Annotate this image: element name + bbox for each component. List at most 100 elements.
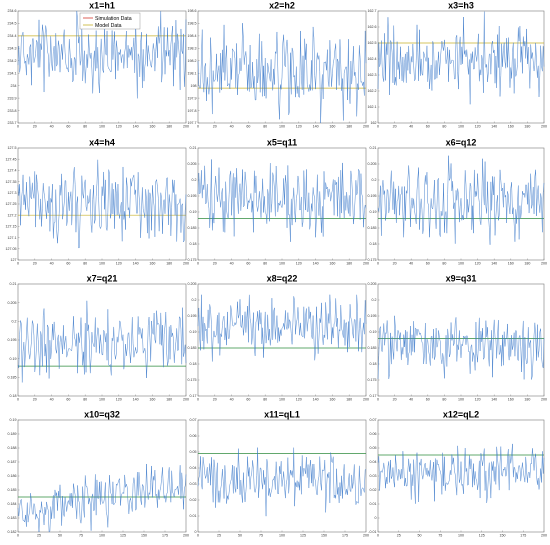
x-tick-label: 25 — [397, 534, 401, 538]
x-tick-label: 160 — [508, 262, 514, 266]
x-tick-label: 80 — [442, 398, 446, 402]
x-tick-label: 40 — [50, 125, 54, 129]
y-tick-label: 0.186 — [8, 474, 17, 478]
x-tick-label: 120 — [475, 125, 481, 129]
y-tick-label: 0.19 — [190, 330, 197, 334]
x-tick-label: 140 — [133, 125, 139, 129]
y-tick-label: 234.5 — [8, 22, 17, 26]
axes-frame — [377, 10, 545, 124]
chart-title: x12=qL2 — [443, 410, 479, 420]
y-tick-label: 0.21 — [10, 282, 17, 286]
x-tick-label: 180 — [166, 125, 172, 129]
x-tick-label: 75 — [438, 534, 442, 538]
x-tick-label: 140 — [313, 262, 319, 266]
y-tick-label: 0.02 — [190, 498, 197, 502]
x-tick-label: 40 — [409, 398, 413, 402]
x-tick-label: 125 — [479, 534, 485, 538]
y-tick-label: 0.2 — [372, 178, 377, 182]
x-tick-label: 50 — [238, 534, 242, 538]
x-tick-label: 100 — [458, 262, 464, 266]
x-tick-label: 100 — [458, 534, 464, 538]
x-tick-label: 80 — [83, 125, 87, 129]
simulation-data-line — [377, 315, 545, 380]
chart-title: x3=h3 — [448, 1, 474, 11]
x-tick-label: 20 — [33, 262, 37, 266]
chart-panel: x11=qL1 0 25 50 75 100 125 150 175 200 0 0.01 0.02 0.… — [190, 410, 370, 538]
y-tick-label: 0.06 — [190, 434, 197, 438]
y-tick-label: 0.19 — [10, 357, 17, 361]
x-tick-label: 200 — [363, 534, 369, 538]
x-tick-label: 140 — [313, 398, 319, 402]
axes-frame — [197, 419, 367, 533]
x-tick-label: 60 — [426, 398, 430, 402]
y-tick-label: 0.185 — [8, 488, 17, 492]
y-tick-label: 127.25 — [6, 202, 17, 206]
legend: Simulation Data Model Data — [79, 12, 141, 30]
y-tick-label: 0.18 — [190, 362, 197, 366]
x-tick-label: 50 — [418, 534, 422, 538]
chart-panel: x7=q21 0 20 40 60 80 100 120 140 160 180 200 0.18 0.1… — [8, 274, 190, 402]
x-tick-label: 60 — [66, 398, 70, 402]
x-tick-label: 160 — [329, 398, 335, 402]
x-tick-label: 20 — [213, 398, 217, 402]
x-tick-label: 75 — [259, 534, 263, 538]
x-tick-label: 140 — [491, 262, 497, 266]
x-tick-label: 0 — [197, 398, 199, 402]
x-tick-label: 40 — [50, 262, 54, 266]
axes-frame — [197, 10, 367, 124]
x-tick-label: 100 — [279, 534, 285, 538]
y-tick-label: 0.205 — [188, 282, 197, 286]
y-tick-label: 233.7 — [8, 121, 17, 125]
y-tick-label: 0.185 — [368, 346, 377, 350]
y-tick-label: 0.19 — [190, 210, 197, 214]
x-tick-label: 0 — [17, 534, 19, 538]
chart-title: x2=h2 — [269, 1, 295, 11]
y-tick-label: 0.182 — [8, 530, 17, 534]
x-tick-label: 0 — [197, 125, 199, 129]
axes-frame — [197, 283, 367, 397]
x-tick-label: 100 — [458, 125, 464, 129]
y-tick-label: 0.2 — [372, 298, 377, 302]
x-tick-label: 180 — [346, 262, 352, 266]
y-tick-label: 0.04 — [190, 466, 197, 470]
y-tick-label: 0 — [195, 530, 197, 534]
y-tick-label: 127.05 — [6, 247, 17, 251]
y-tick-label: 198.3 — [188, 47, 197, 51]
x-tick-label: 160 — [329, 125, 335, 129]
y-tick-label: 0.05 — [190, 450, 197, 454]
x-tick-label: 20 — [393, 262, 397, 266]
x-tick-label: 100 — [99, 398, 105, 402]
x-tick-label: 125 — [300, 534, 306, 538]
y-tick-label: 0.06 — [370, 432, 377, 436]
x-tick-label: 0 — [17, 262, 19, 266]
x-tick-label: 0 — [377, 398, 379, 402]
y-tick-label: 0.195 — [368, 194, 377, 198]
simulation-data-line — [377, 155, 545, 245]
x-tick-label: 180 — [346, 398, 352, 402]
x-tick-label: 160 — [508, 125, 514, 129]
x-tick-label: 0 — [377, 262, 379, 266]
x-tick-label: 150 — [321, 534, 327, 538]
y-tick-label: 234 — [11, 84, 17, 88]
x-tick-label: 20 — [33, 125, 37, 129]
y-tick-label: 234.1 — [8, 71, 17, 75]
y-tick-label: 234.3 — [8, 47, 17, 51]
y-tick-label: 0.205 — [368, 162, 377, 166]
y-tick-label: 0.18 — [370, 362, 377, 366]
x-tick-label: 180 — [346, 125, 352, 129]
x-tick-label: 25 — [217, 534, 221, 538]
x-tick-label: 120 — [296, 125, 302, 129]
chart-panel: x2=h2 0 20 40 60 80 100 120 140 160 180 200 197.7 197… — [188, 1, 370, 129]
y-tick-label: 162.7 — [368, 9, 377, 13]
x-tick-label: 0 — [17, 125, 19, 129]
chart-panel: x6=q12 0 20 40 60 80 100 120 140 160 180 200 0.175 0.… — [368, 138, 548, 266]
x-tick-label: 200 — [541, 398, 547, 402]
panels: x1=h10 20 40 60 80 100 120 140 160 180 200233.7233… — [6, 1, 548, 538]
x-tick-label: 60 — [66, 125, 70, 129]
chart-title: x4=h4 — [89, 138, 115, 148]
y-tick-label: 0.07 — [370, 418, 377, 422]
y-tick-label: 0.189 — [8, 432, 17, 436]
y-tick-label: 127.3 — [8, 191, 17, 195]
chart-title: x10=q32 — [84, 410, 120, 420]
axes-frame — [17, 283, 187, 397]
